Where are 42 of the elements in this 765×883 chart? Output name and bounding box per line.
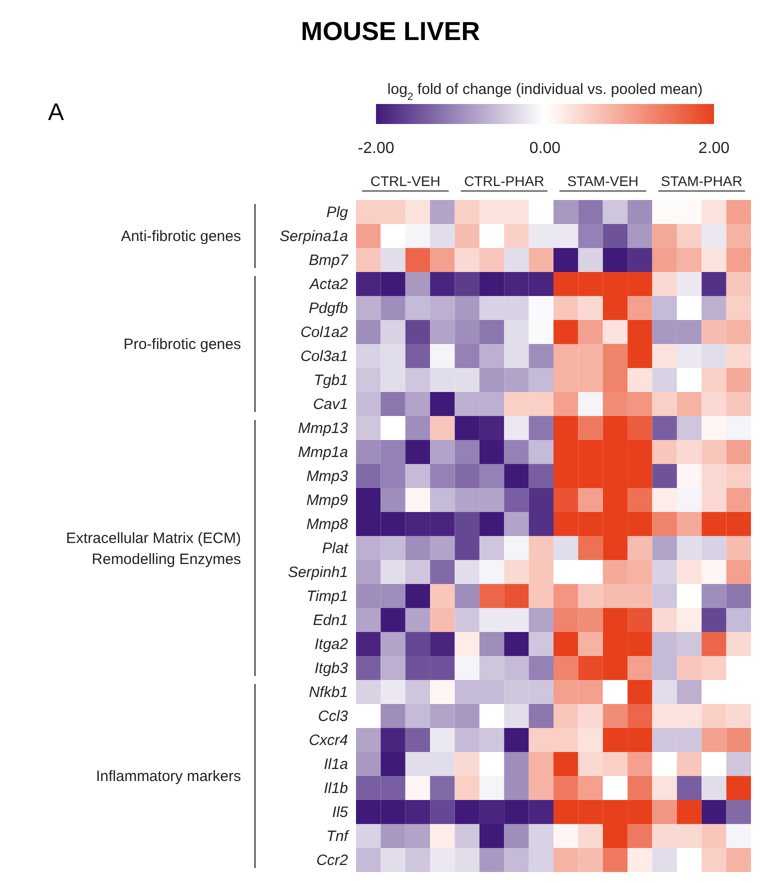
color-bar-title: log$_{2}$ fold of change (individual vs. pooled mean)	[387, 81, 703, 103]
text: Anti-fibrotic genes	[120, 228, 241, 245]
y-tick-label: Timp1	[306, 588, 348, 605]
text: A	[48, 99, 64, 126]
y-tick-label: Il1a	[324, 756, 348, 773]
chart-title: MOUSE LIVER	[300, 16, 480, 46]
y-tick-label: Mmp8	[306, 516, 349, 533]
y-tick-label: Mmp13	[298, 420, 349, 437]
y-tick-label: Pdgfb	[308, 300, 348, 317]
y-tick-label: Mmp3	[306, 468, 349, 485]
y-tick-label: Tgb1	[314, 372, 348, 389]
text: Extracellular Matrix (ECM) Remodelling Enzymes	[66, 530, 241, 568]
y-tick-label: Itgb3	[314, 660, 349, 677]
text: STAM-VEH	[567, 173, 639, 189]
y-tick-label: Il5	[332, 804, 349, 821]
y-tick-label: Serpinh1	[288, 564, 348, 581]
y-tick-label: Mmp9	[306, 492, 349, 509]
y-tick-label: Mmp1a	[298, 444, 348, 461]
text: CTRL-PHAR	[464, 173, 544, 189]
y-tick-label: Cav1	[312, 396, 348, 413]
y-tick-label: Col3a1	[300, 348, 348, 365]
y-tick-label: Bmp7	[308, 252, 349, 269]
y-tick-label: Itga2	[314, 636, 349, 653]
text: STAM-PHAR	[660, 173, 742, 189]
y-tick-label: Ccl3	[318, 708, 349, 725]
y-tick-label: Edn1	[312, 612, 348, 629]
y-tick-label: Plat	[322, 540, 349, 557]
text: Pro-fibrotic genes	[123, 336, 241, 353]
color-bar-label: 2.00	[698, 140, 730, 157]
y-tick-label: Serpina1a	[280, 228, 348, 245]
text: CTRL-VEH	[370, 173, 440, 189]
y-tick-label: Acta2	[308, 276, 349, 293]
text: Inflammatory markers	[96, 768, 241, 785]
y-tick-label: Ccr2	[316, 852, 349, 869]
y-tick-label: Col1a2	[300, 324, 349, 341]
color-bar-label: -2.00	[358, 140, 394, 157]
y-tick-label: Plg	[326, 204, 349, 221]
y-tick-label: Nfkb1	[308, 684, 348, 701]
y-tick-label: Tnf	[326, 828, 350, 845]
color-bar-label: 0.00	[529, 140, 561, 157]
y-tick-label: Il1b	[324, 780, 348, 797]
y-tick-label: Cxcr4	[308, 732, 348, 749]
